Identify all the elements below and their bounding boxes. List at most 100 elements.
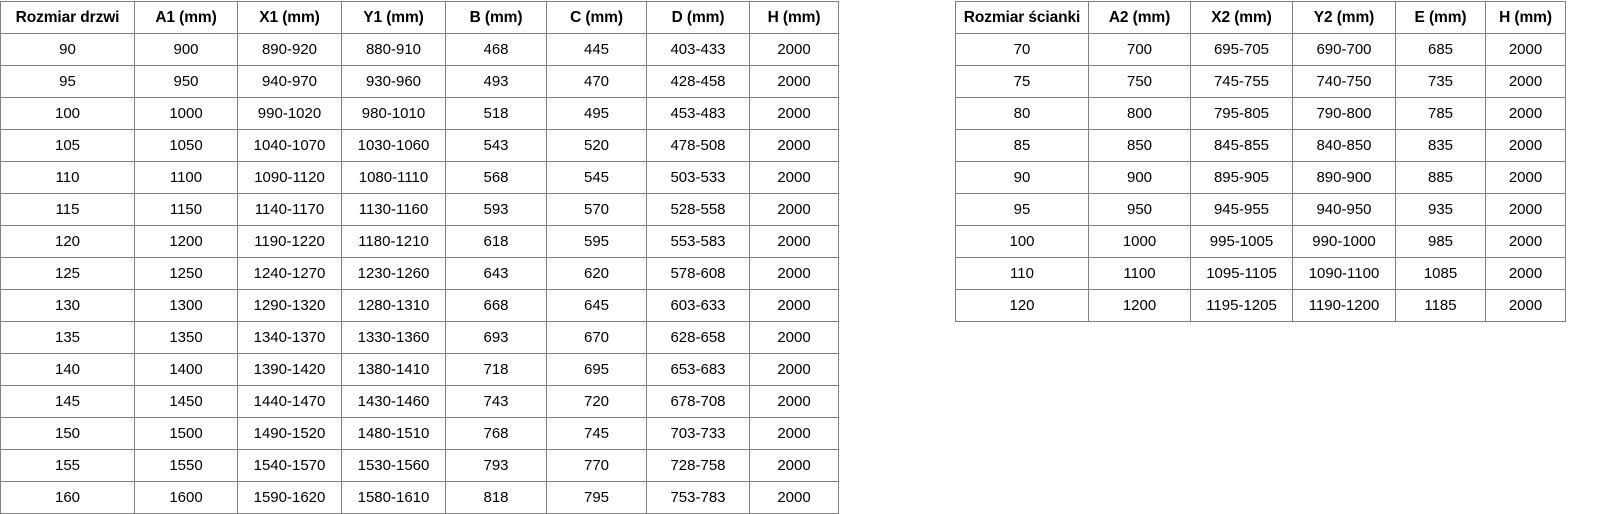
table-row: 110 1100 1095-1105 1090-1100 1085 2000	[955, 257, 1566, 290]
table-cell: 1350	[134, 321, 238, 354]
table-cell: 695-705	[1190, 33, 1293, 66]
table-cell: 735	[1395, 65, 1486, 98]
table-cell: 2000	[749, 129, 839, 162]
table-cell: 110	[0, 161, 135, 194]
table-cell: 750	[1088, 65, 1191, 98]
table-cell: 668	[445, 289, 547, 322]
table-cell: 1330-1360	[341, 321, 446, 354]
table-row: 140 1400 1390-1420 1380-1410 718 695 653-683 20…	[0, 353, 839, 386]
table-cell: 2000	[749, 65, 839, 98]
table-cell: 80	[955, 97, 1089, 130]
table-cell: 620	[546, 257, 647, 290]
table-cell: 543	[445, 129, 547, 162]
table-cell: 1400	[134, 353, 238, 386]
table-cell: 1280-1310	[341, 289, 446, 322]
table-cell: 1380-1410	[341, 353, 446, 386]
table-cell: 130	[0, 289, 135, 322]
table-cell: 770	[546, 449, 647, 482]
table-cell: 1290-1320	[237, 289, 342, 322]
table-cell: 120	[955, 289, 1089, 322]
table-cell: 793	[445, 449, 547, 482]
table-cell: 695	[546, 353, 647, 386]
table-row: 95 950 945-955 940-950 935 2000	[955, 193, 1566, 226]
table-cell: 990-1000	[1292, 225, 1396, 258]
table-cell: 930-960	[341, 65, 446, 98]
table-row: 75 750 745-755 740-750 735 2000	[955, 65, 1566, 98]
table-cell: 895-905	[1190, 161, 1293, 194]
table-cell: 1530-1560	[341, 449, 446, 482]
column-header: D (mm)	[646, 1, 750, 34]
column-header: A2 (mm)	[1088, 1, 1191, 34]
wall-panel-size-dimension-table: Rozmiar ścianki A2 (mm) X2 (mm) Y2 (mm) E (m…	[955, 1, 1566, 322]
table-cell: 2000	[749, 257, 839, 290]
table-cell: 745-755	[1190, 65, 1293, 98]
table-cell: 595	[546, 225, 647, 258]
table-cell: 795	[546, 481, 647, 514]
table-cell: 795-805	[1190, 97, 1293, 130]
table-cell: 150	[0, 417, 135, 450]
table-cell: 603-633	[646, 289, 750, 322]
table-body: 90 900 890-920 880-910 468 445 403-433 2000 95 95…	[0, 33, 839, 514]
table-row: 155 1550 1540-1570 1530-1560 793 770 728-758 20…	[0, 449, 839, 482]
table-row: 120 1200 1190-1220 1180-1210 618 595 553-583 20…	[0, 225, 839, 258]
table-cell: 700	[1088, 33, 1191, 66]
table-header-row: Rozmiar drzwi A1 (mm) X1 (mm) Y1 (mm) B (mm)…	[0, 1, 839, 34]
table-cell: 2000	[1485, 289, 1566, 322]
table-cell: 1250	[134, 257, 238, 290]
table-cell: 95	[955, 193, 1089, 226]
table-row: 120 1200 1195-1205 1190-1200 1185 2000	[955, 289, 1566, 322]
table-cell: 2000	[1485, 225, 1566, 258]
table-cell: 478-508	[646, 129, 750, 162]
table-row: 130 1300 1290-1320 1280-1310 668 645 603-633 20…	[0, 289, 839, 322]
table-cell: 995-1005	[1190, 225, 1293, 258]
table-cell: 1500	[134, 417, 238, 450]
table-cell: 643	[445, 257, 547, 290]
table-cell: 528-558	[646, 193, 750, 226]
table-cell: 1090-1120	[237, 161, 342, 194]
table-cell: 745	[546, 417, 647, 450]
table-cell: 2000	[1485, 33, 1566, 66]
table-cell: 1450	[134, 385, 238, 418]
table-row: 105 1050 1040-1070 1030-1060 543 520 478-508 20…	[0, 129, 839, 162]
column-header: H (mm)	[1485, 1, 1566, 34]
table-cell: 403-433	[646, 33, 750, 66]
table-cell: 1230-1260	[341, 257, 446, 290]
table-body: 70 700 695-705 690-700 685 2000 75 750 745-755 74…	[955, 33, 1566, 322]
table-cell: 1095-1105	[1190, 257, 1293, 290]
table-cell: 135	[0, 321, 135, 354]
table-cell: 593	[445, 193, 547, 226]
table-cell: 2000	[1485, 257, 1566, 290]
table-row: 160 1600 1590-1620 1580-1610 818 795 753-783 20…	[0, 481, 839, 514]
table-cell: 428-458	[646, 65, 750, 98]
table-cell: 1440-1470	[237, 385, 342, 418]
table-cell: 890-900	[1292, 161, 1396, 194]
table-cell: 880-910	[341, 33, 446, 66]
table-row: 135 1350 1340-1370 1330-1360 693 670 628-658 20…	[0, 321, 839, 354]
table-cell: 2000	[1485, 97, 1566, 130]
table-cell: 1340-1370	[237, 321, 342, 354]
table-cell: 95	[0, 65, 135, 98]
table-cell: 900	[134, 33, 238, 66]
table-cell: 493	[445, 65, 547, 98]
table-cell: 950	[1088, 193, 1191, 226]
table-cell: 645	[546, 289, 647, 322]
table-cell: 1000	[134, 97, 238, 130]
table-cell: 800	[1088, 97, 1191, 130]
table-cell: 1240-1270	[237, 257, 342, 290]
table-cell: 1490-1520	[237, 417, 342, 450]
table-cell: 105	[0, 129, 135, 162]
table-row: 115 1150 1140-1170 1130-1160 593 570 528-558 20…	[0, 193, 839, 226]
table-cell: 2000	[749, 321, 839, 354]
column-header: X2 (mm)	[1190, 1, 1293, 34]
column-header: E (mm)	[1395, 1, 1486, 34]
table-cell: 740-750	[1292, 65, 1396, 98]
table-cell: 155	[0, 449, 135, 482]
table-cell: 2000	[749, 97, 839, 130]
table-cell: 818	[445, 481, 547, 514]
table-cell: 653-683	[646, 353, 750, 386]
table-cell: 1130-1160	[341, 193, 446, 226]
table-cell: 110	[955, 257, 1089, 290]
table-cell: 445	[546, 33, 647, 66]
table-cell: 940-950	[1292, 193, 1396, 226]
table-cell: 768	[445, 417, 547, 450]
